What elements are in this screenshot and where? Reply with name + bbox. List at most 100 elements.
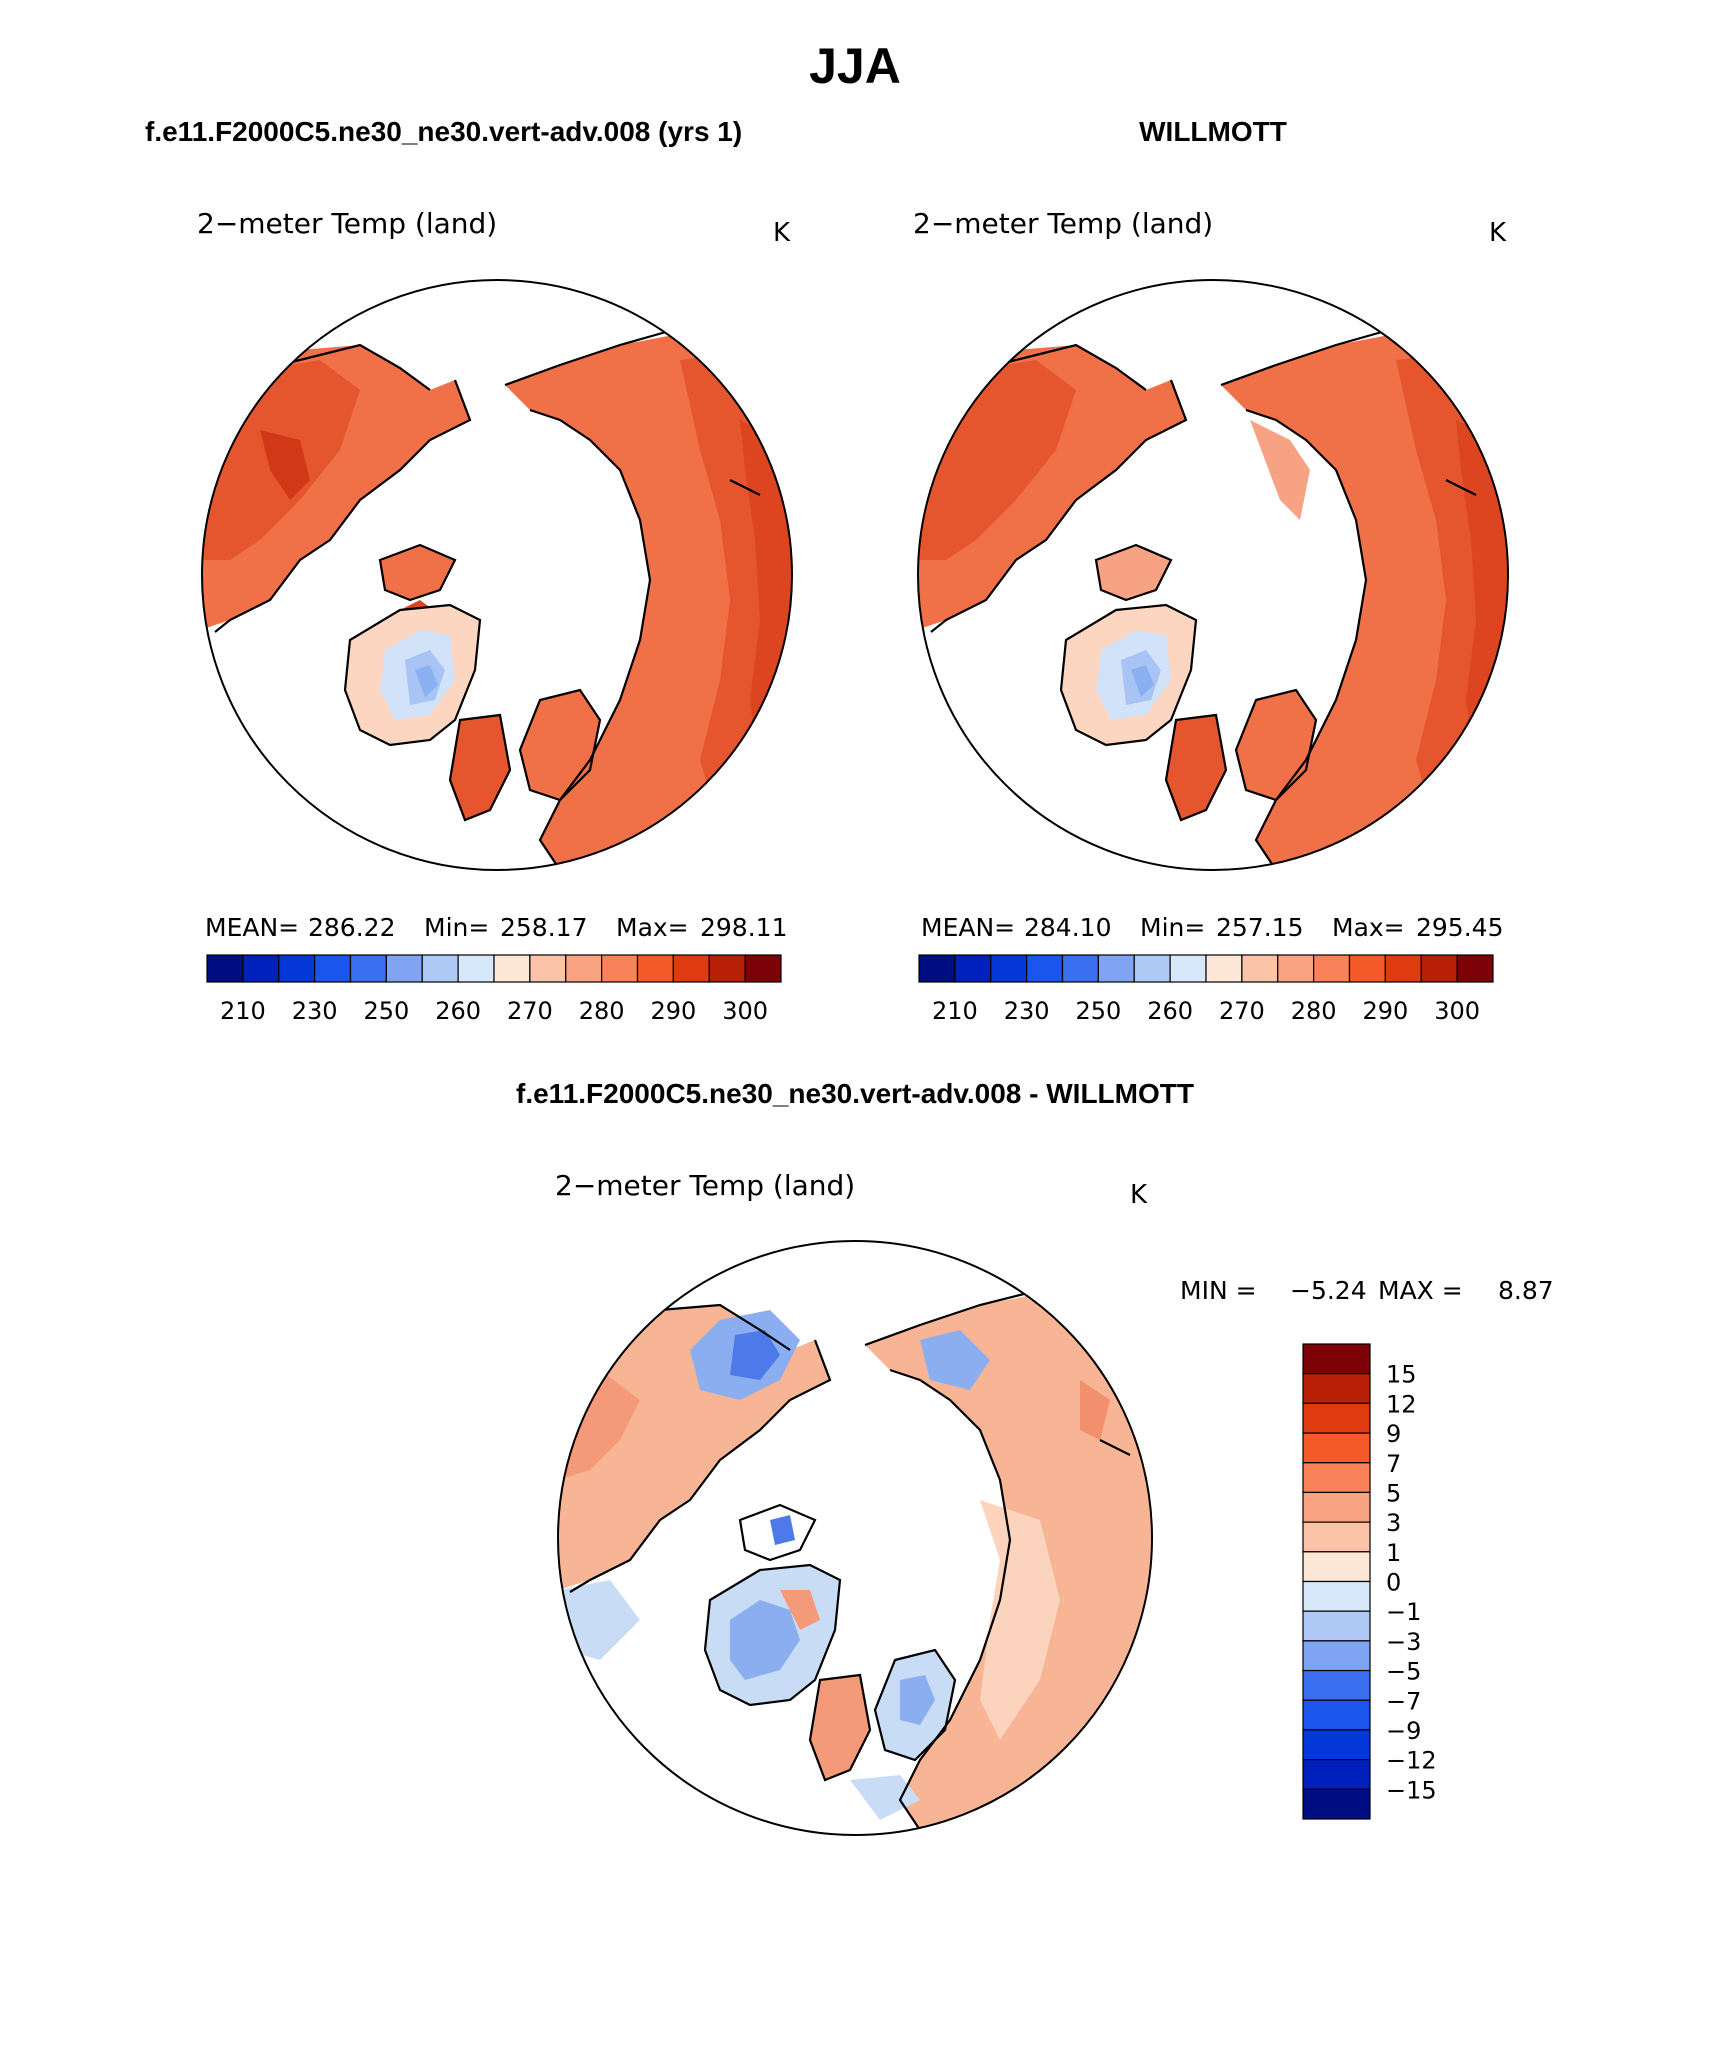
- colorbar-tick-label: 270: [507, 997, 553, 1025]
- colorbar-swatch: [565, 954, 603, 983]
- colorbar-swatch: [990, 954, 1028, 983]
- colorbar-swatch: [278, 954, 316, 983]
- diff-panel-units: K: [1130, 1180, 1148, 1210]
- colorbar-swatch: [708, 954, 746, 983]
- diff-min-label: MIN =: [1180, 1276, 1257, 1305]
- colorbar-swatch: [493, 954, 531, 983]
- colorbar-tick-label: 9: [1386, 1420, 1401, 1448]
- colorbar-tick-label: 260: [435, 997, 481, 1025]
- colorbar-tick-label: 300: [722, 997, 768, 1025]
- colorbar-swatch: [242, 954, 280, 983]
- colorbar-tick-label: 290: [650, 997, 696, 1025]
- colorbar-swatch: [1302, 1373, 1371, 1404]
- colorbar-tick-label: −5: [1386, 1658, 1421, 1686]
- colorbar-tick-label: 210: [932, 997, 978, 1025]
- colorbar-swatch: [1302, 1402, 1371, 1434]
- colorbar-tick-label: 250: [363, 997, 409, 1025]
- left-min-value: 258.17: [500, 913, 587, 942]
- colorbar-swatch: [672, 954, 710, 983]
- colorbar-swatch: [1384, 954, 1422, 983]
- left-max-label: Max=: [616, 913, 689, 942]
- colorbar-swatch: [1169, 954, 1207, 983]
- colorbar-swatch: [385, 954, 423, 983]
- right-polar-map: [917, 279, 1509, 871]
- right-colorbar: 210 230 250 260 270 280 290 300: [918, 954, 1494, 1025]
- colorbar-tick-label: −1: [1386, 1598, 1421, 1626]
- colorbar-swatch: [1302, 1551, 1371, 1583]
- colorbar-swatch: [1241, 954, 1279, 983]
- colorbar-swatch: [1302, 1610, 1371, 1642]
- colorbar-tick-label: −15: [1386, 1776, 1437, 1804]
- diff-max-label: MAX =: [1378, 1276, 1463, 1305]
- colorbar-tick-label: 12: [1386, 1390, 1417, 1418]
- colorbar-swatch: [1205, 954, 1243, 983]
- colorbar-swatch: [206, 954, 244, 983]
- left-stats: MEAN= 286.22 Min= 258.17 Max= 298.11: [205, 913, 787, 942]
- colorbar-tick-label: 280: [1291, 997, 1337, 1025]
- left-mean-label: MEAN=: [205, 913, 299, 942]
- colorbar-tick-label: 260: [1147, 997, 1193, 1025]
- colorbar-tick-label: 290: [1362, 997, 1408, 1025]
- right-mean-value: 284.10: [1024, 913, 1111, 942]
- colorbar-swatch: [421, 954, 459, 983]
- colorbar-swatch: [1133, 954, 1171, 983]
- colorbar-tick-label: −12: [1386, 1747, 1437, 1775]
- figure-title: JJA: [809, 38, 901, 94]
- colorbar-tick-label: −3: [1386, 1628, 1421, 1656]
- left-max-value: 298.11: [700, 913, 787, 942]
- right-mean-label: MEAN=: [921, 913, 1015, 942]
- colorbar-swatch: [1302, 1580, 1371, 1612]
- colorbar-tick-label: −7: [1386, 1687, 1421, 1715]
- colorbar-swatch: [1302, 1521, 1371, 1553]
- colorbar-swatch: [1302, 1669, 1371, 1701]
- right-panel-units: K: [1489, 218, 1507, 248]
- colorbar-tick-label: 15: [1386, 1361, 1417, 1389]
- colorbar-swatch: [601, 954, 639, 983]
- left-panel-title: 2−meter Temp (land): [197, 207, 497, 240]
- colorbar-tick-label: 0: [1386, 1569, 1401, 1597]
- right-max-label: Max=: [1332, 913, 1405, 942]
- left-mean-value: 286.22: [308, 913, 395, 942]
- right-max-value: 295.45: [1416, 913, 1503, 942]
- cold-anomaly-patches: [560, 1310, 990, 1660]
- colorbar-swatch: [1313, 954, 1351, 983]
- colorbar-swatch: [1302, 1759, 1371, 1790]
- colorbar-swatch: [1277, 954, 1315, 983]
- colorbar-swatch: [1348, 954, 1386, 983]
- difference-polar-map: [557, 1240, 1153, 1836]
- colorbar-swatch: [1302, 1343, 1371, 1375]
- colorbar-tick-label: 7: [1386, 1450, 1401, 1478]
- colorbar-swatch: [1302, 1462, 1371, 1494]
- colorbar-tick-label: 230: [1004, 997, 1050, 1025]
- colorbar-swatch: [529, 954, 567, 983]
- colorbar-swatch: [744, 954, 782, 983]
- colorbar-swatch: [1456, 954, 1494, 983]
- difference-panel-header: f.e11.F2000C5.ne30_ne30.vert-adv.008 - W…: [516, 1078, 1194, 1109]
- right-min-value: 257.15: [1216, 913, 1303, 942]
- colorbar-tick-label: 3: [1386, 1509, 1401, 1537]
- right-stats: MEAN= 284.10 Min= 257.15 Max= 295.45: [921, 913, 1503, 942]
- colorbar-tick-label: 1: [1386, 1539, 1401, 1567]
- colorbar-swatch: [1420, 954, 1458, 983]
- colorbar-swatch: [1097, 954, 1135, 983]
- colorbar-tick-label: 230: [292, 997, 338, 1025]
- colorbar-tick-label: 250: [1075, 997, 1121, 1025]
- colorbar-swatch: [636, 954, 674, 983]
- left-colorbar: 210 230 250 260 270 280 290 300: [206, 954, 782, 1025]
- colorbar-swatch: [1302, 1699, 1371, 1731]
- right-panel-title: 2−meter Temp (land): [913, 207, 1213, 240]
- colorbar-swatch: [314, 954, 352, 983]
- diff-panel-title: 2−meter Temp (land): [555, 1169, 855, 1202]
- diff-stats: MIN = −5.24 MAX = 8.87: [1180, 1276, 1554, 1305]
- colorbar-swatch: [1302, 1432, 1371, 1464]
- diff-min-value: −5.24: [1290, 1276, 1367, 1305]
- colorbar-swatch: [1061, 954, 1099, 983]
- colorbar-swatch: [918, 954, 956, 983]
- left-polar-map: [201, 279, 793, 871]
- colorbar-swatch: [349, 954, 387, 983]
- colorbar-swatch: [457, 954, 495, 983]
- colorbar-swatch: [1302, 1640, 1371, 1672]
- colorbar-tick-label: 270: [1219, 997, 1265, 1025]
